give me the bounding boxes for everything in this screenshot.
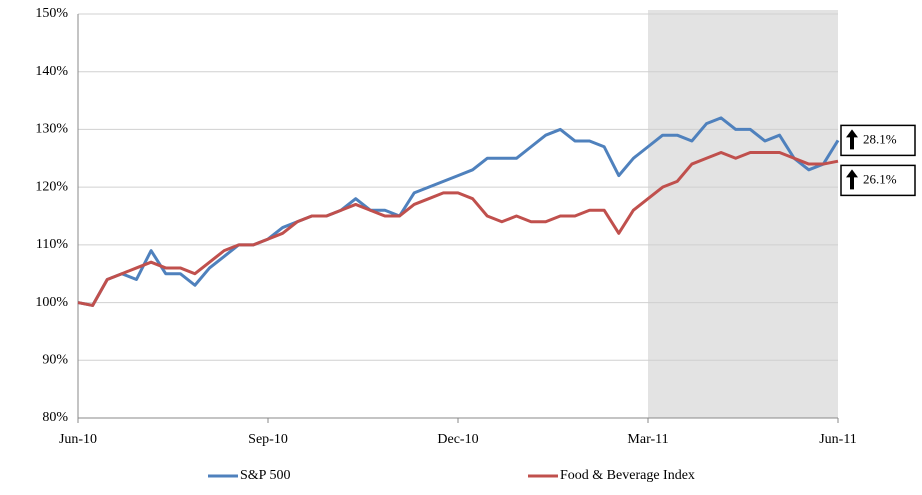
legend-label: S&P 500 [240,468,290,483]
y-tick-label: 90% [42,353,68,368]
annotation-text: 28.1% [863,131,897,146]
x-tick-label: Mar-11 [627,432,668,447]
series-line [77,151,839,307]
x-tick-label: Jun-10 [59,432,97,447]
y-tick-label: 130% [35,122,68,137]
y-tick-label: 150% [35,6,68,21]
highlight-band [648,10,838,418]
series-line [77,116,840,307]
x-tick-label: Jun-11 [819,432,857,447]
legend-label: Food & Beverage Index [560,468,695,483]
y-tick-label: 120% [35,179,68,194]
x-tick-label: Dec-10 [437,432,478,447]
x-tick-label: Sep-10 [248,432,288,447]
annotation-arrow [846,129,858,150]
annotation-arrow [846,169,858,190]
y-tick-label: 100% [35,295,68,310]
annotation-text: 26.1% [863,171,897,186]
y-tick-label: 80% [42,410,68,425]
y-tick-label: 140% [35,64,68,79]
y-tick-label: 110% [36,237,68,252]
